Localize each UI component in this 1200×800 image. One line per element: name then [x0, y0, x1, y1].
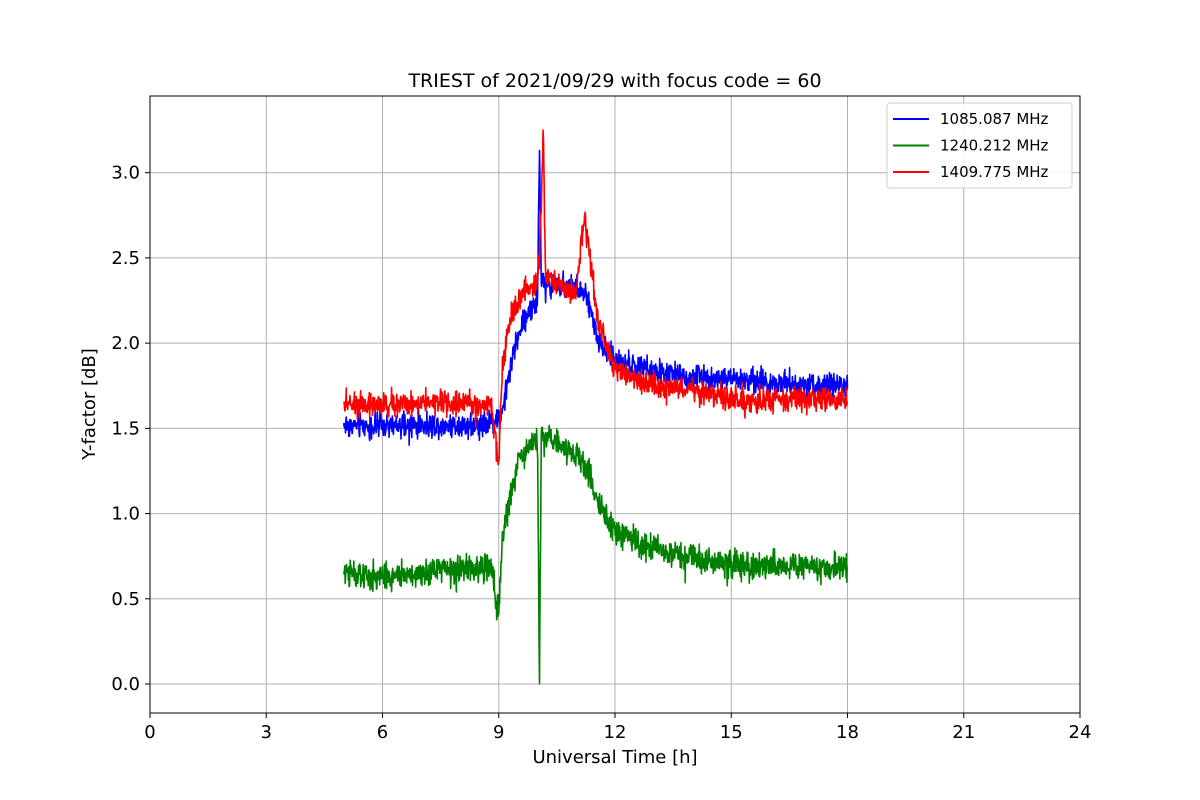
- y-axis: 0.0 0.5 1.0 1.5 2.0 2.5 3.0: [111, 163, 150, 695]
- x-tick-label: 9: [493, 722, 504, 743]
- y-tick-label: 3.0: [111, 163, 140, 184]
- series-layer: [343, 129, 849, 685]
- series-line-1: [343, 149, 849, 446]
- x-tick-label: 24: [1069, 722, 1092, 743]
- x-tick-label: 6: [377, 722, 388, 743]
- series-line-2: [343, 424, 849, 685]
- chart-title: TRIEST of 2021/09/29 with focus code = 6…: [407, 70, 821, 92]
- series-line-3: [343, 129, 849, 466]
- legend-label: 1240.212 MHz: [940, 137, 1049, 155]
- x-tick-label: 15: [720, 722, 743, 743]
- y-tick-label: 0.0: [111, 674, 140, 695]
- y-tick-label: 2.5: [111, 248, 140, 269]
- x-axis-label: Universal Time [h]: [532, 747, 697, 768]
- x-tick-label: 18: [836, 722, 859, 743]
- legend: 1085.087 MHz 1240.212 MHz 1409.775 MHz: [886, 102, 1073, 189]
- y-tick-label: 2.0: [111, 333, 140, 354]
- y-tick-label: 1.5: [111, 418, 140, 439]
- x-tick-label: 12: [604, 722, 627, 743]
- x-tick-label: 21: [952, 722, 975, 743]
- x-tick-label: 0: [144, 722, 155, 743]
- x-axis: 0 3 6 9 12 15 18 21 24: [144, 713, 1091, 743]
- y-tick-label: 1.0: [111, 504, 140, 525]
- legend-label: 1085.087 MHz: [940, 110, 1049, 128]
- y-tick-label: 0.5: [111, 589, 140, 610]
- legend-box: [886, 102, 1073, 189]
- legend-label: 1409.775 MHz: [940, 163, 1049, 181]
- x-tick-label: 3: [261, 722, 272, 743]
- y-axis-label: Y-factor [dB]: [79, 348, 100, 461]
